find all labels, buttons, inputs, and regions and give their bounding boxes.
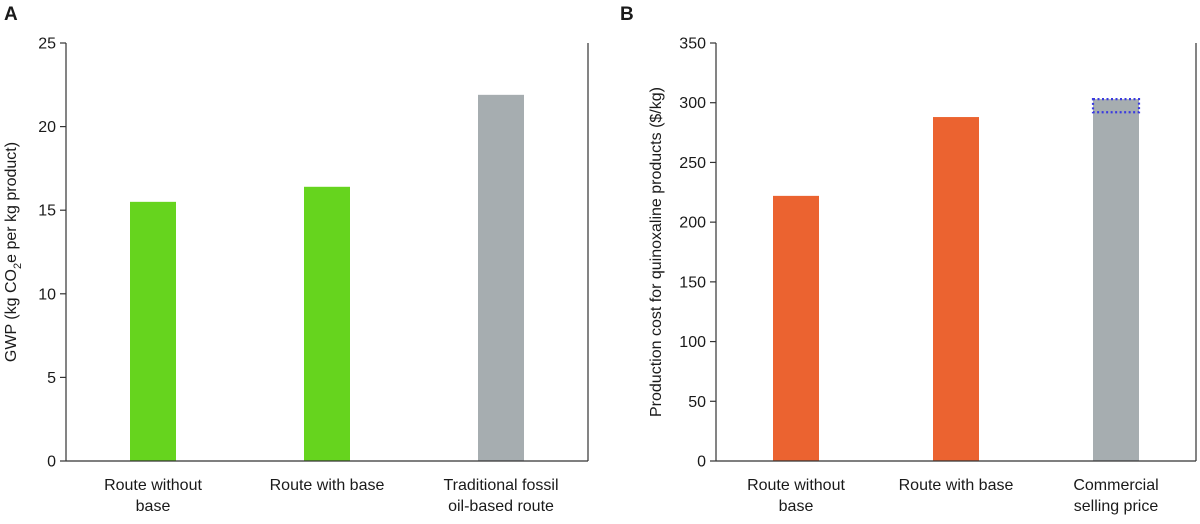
- y-tick-label: 0: [697, 454, 706, 471]
- panel-label-b: B: [620, 4, 634, 25]
- bar-0: [773, 195, 819, 461]
- y-axis-title: Production cost for quinoxaline products…: [648, 87, 665, 417]
- chart-a: 0 5 10 15 20 25 Route without base Route with ba…: [3, 36, 589, 515]
- bar-0: [130, 201, 176, 461]
- y-tick-label: 300: [679, 95, 706, 112]
- chart-b: 0 50 100 150 200 250 300 350 Route without base Ro…: [648, 36, 1197, 515]
- y-tick-label: 100: [679, 334, 706, 351]
- bar-2: [1093, 99, 1139, 461]
- panel-label-a: A: [4, 4, 18, 25]
- bar-2: [478, 94, 524, 461]
- y-tick-label: 0: [47, 454, 56, 471]
- y-tick-label: 250: [679, 155, 706, 172]
- y-tick-label: 200: [679, 215, 706, 232]
- y-tick-label: 150: [679, 274, 706, 291]
- x-category-label: Route with base: [899, 477, 1014, 494]
- y-tick-label: 350: [679, 36, 706, 53]
- y-tick-label: 15: [38, 203, 56, 220]
- y-tick-label: 25: [38, 36, 56, 53]
- y-tick-label: 10: [38, 286, 56, 303]
- y-axis-title: GWP (kg CO2e per kg product): [3, 142, 24, 362]
- x-category-label: Route with base: [270, 477, 385, 494]
- y-tick-label: 50: [688, 394, 706, 411]
- x-category-label: Commercial selling price: [1073, 477, 1158, 515]
- x-category-label: Traditional fossil oil-based route: [443, 477, 558, 515]
- y-tick-label: 20: [38, 119, 56, 136]
- bar-1: [304, 186, 350, 462]
- bar-1: [933, 117, 979, 461]
- price-range-box: [1091, 98, 1141, 114]
- y-tick-label: 5: [47, 370, 56, 387]
- x-category-label: Route without base: [747, 477, 845, 515]
- x-category-label: Route without base: [104, 477, 202, 515]
